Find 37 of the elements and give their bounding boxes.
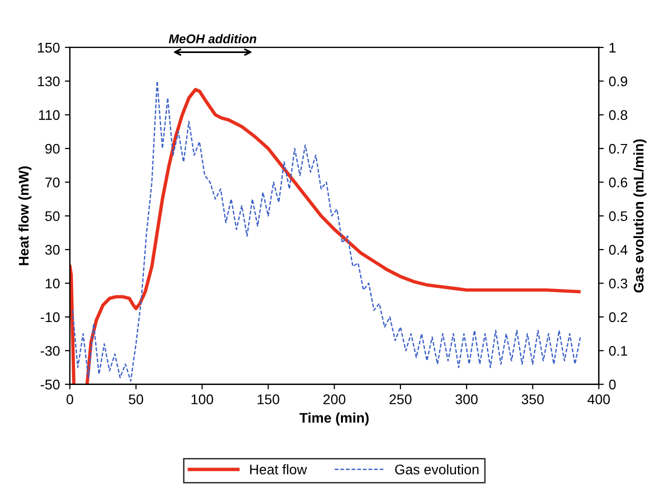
y-tick-label: 150 xyxy=(38,42,60,53)
x-axis-title: Time (min) xyxy=(300,412,369,426)
y2-tick-label: 0.2 xyxy=(609,312,628,322)
y-tick-label: 130 xyxy=(38,76,60,86)
y-tick-label: -50 xyxy=(40,380,60,390)
x-tick-label: 0 xyxy=(66,394,74,404)
y-tick-label: -10 xyxy=(40,312,60,322)
y2-tick-label: 0 xyxy=(609,380,616,390)
y2-tick-label: 0.7 xyxy=(609,144,628,154)
x-tick-label: 300 xyxy=(456,394,478,404)
y2-tick-label: 0.5 xyxy=(609,211,628,222)
y2-tick-label: 0.8 xyxy=(609,110,628,120)
x-tick-label: 350 xyxy=(522,394,544,404)
y2-tick-label: 0.4 xyxy=(609,244,628,255)
y2-tick-label: 1 xyxy=(610,42,616,52)
y-tick-label: 70 xyxy=(45,178,60,188)
y2-tick-label: 0.1 xyxy=(609,346,628,356)
y-tick-label: -30 xyxy=(40,346,60,356)
y-tick-label: 90 xyxy=(45,144,60,154)
y2-tick-label: 0.9 xyxy=(609,76,628,86)
x-tick-label: 50 xyxy=(128,394,144,404)
legend-label: Gas evolution xyxy=(395,464,478,474)
x-tick-label: 400 xyxy=(588,394,610,404)
y2-tick-label: 0.6 xyxy=(609,178,628,188)
x-tick-label: 200 xyxy=(323,394,346,404)
y-tick-label: 30 xyxy=(45,244,60,255)
x-tick-label: 100 xyxy=(192,394,214,404)
y-tick-label: 50 xyxy=(45,211,60,222)
y2-tick-label: 0.3 xyxy=(609,278,628,288)
text: MeOH addition xyxy=(168,34,256,44)
y-axis-title: Heat flow (mW) xyxy=(18,166,32,266)
x-tick-label: 250 xyxy=(390,394,412,404)
legend-label: Heat flow xyxy=(250,464,307,474)
y-tick-label: 110 xyxy=(39,110,60,120)
x-tick-label: 150 xyxy=(258,394,280,404)
y2-axis-title: Gas evolution (mL/min) xyxy=(633,139,646,292)
y-tick-label: 10 xyxy=(46,278,60,288)
